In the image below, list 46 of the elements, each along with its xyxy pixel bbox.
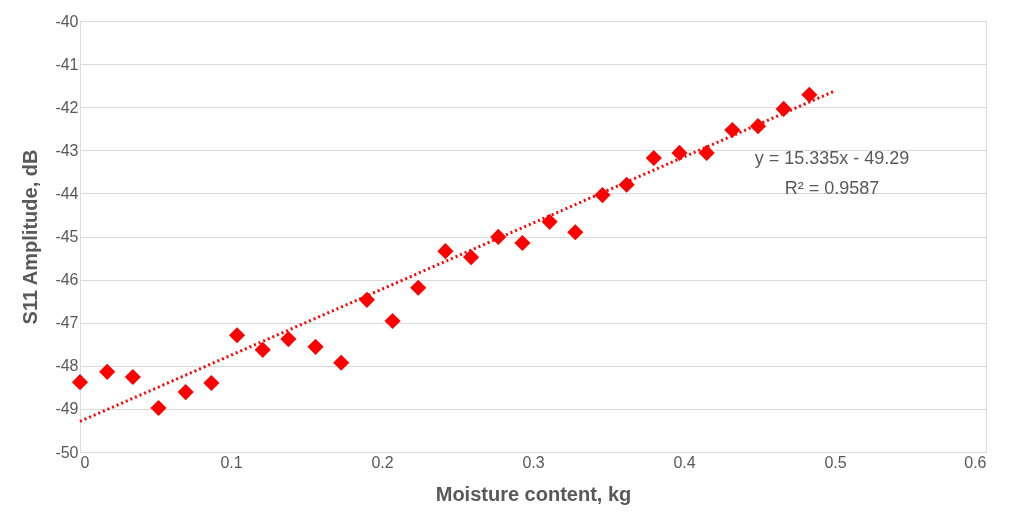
y-tick-label: -44 bbox=[55, 184, 79, 202]
y-tick-label: -43 bbox=[55, 141, 79, 159]
point bbox=[384, 312, 401, 330]
point bbox=[567, 224, 584, 241]
point bbox=[437, 243, 454, 260]
y-tick-label: -46 bbox=[55, 271, 79, 289]
point bbox=[541, 213, 558, 230]
point bbox=[671, 144, 688, 161]
y-tick-label: -41 bbox=[55, 55, 79, 73]
point bbox=[228, 327, 246, 344]
y-tick-label: -50 bbox=[55, 443, 79, 461]
x-tick-label: 0.3 bbox=[522, 453, 545, 471]
y-tick-label: -45 bbox=[55, 228, 79, 245]
point bbox=[645, 150, 662, 167]
point bbox=[463, 249, 480, 266]
y-tick-label: -47 bbox=[55, 314, 79, 332]
point bbox=[698, 144, 715, 161]
point bbox=[280, 331, 297, 348]
point bbox=[307, 338, 324, 355]
point bbox=[358, 291, 375, 308]
point bbox=[801, 86, 818, 103]
y-tick-label: -40 bbox=[55, 12, 79, 30]
point bbox=[724, 121, 741, 139]
point bbox=[71, 374, 89, 391]
point bbox=[514, 234, 531, 252]
annotation: R² = 0.9587 bbox=[784, 178, 880, 198]
point bbox=[203, 374, 220, 392]
x-tick-label: 0 bbox=[80, 453, 90, 471]
point bbox=[254, 341, 271, 358]
annotation: y = 15.335x - 49.29 bbox=[754, 148, 910, 168]
y-tick-label: -48 bbox=[55, 357, 79, 375]
point bbox=[124, 368, 141, 386]
point bbox=[410, 279, 427, 296]
x-tick-label: 0.4 bbox=[673, 453, 696, 471]
point bbox=[99, 363, 116, 380]
x-tick-label: 0.2 bbox=[371, 453, 394, 471]
y-tick-label: -49 bbox=[55, 400, 79, 418]
x-tick-label: 0.6 bbox=[964, 453, 987, 471]
x-tick-label: 0.5 bbox=[824, 453, 847, 471]
y-tick-label: -42 bbox=[55, 98, 79, 116]
y-axis-title: S11 Amplitude, dB bbox=[19, 149, 42, 325]
point bbox=[333, 354, 350, 371]
point bbox=[177, 384, 194, 401]
point bbox=[150, 399, 167, 417]
x-tick-label: 0.1 bbox=[220, 453, 243, 471]
x-axis-title: Moisture content, kg bbox=[435, 482, 632, 505]
